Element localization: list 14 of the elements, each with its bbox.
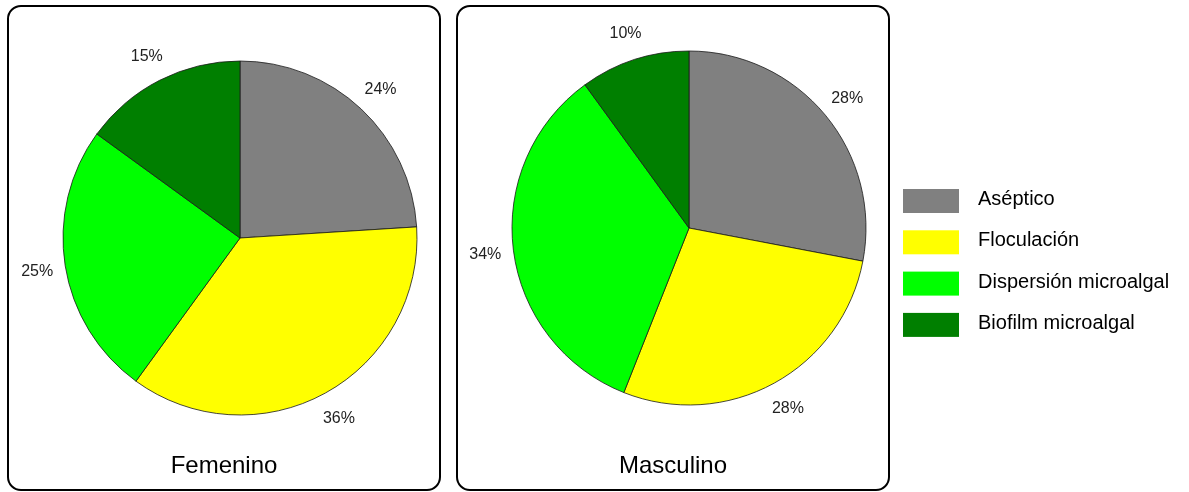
data-label: 36% [322, 409, 355, 427]
legend-label: Aséptico [978, 187, 1055, 209]
legend-label: Floculación [978, 228, 1080, 251]
data-label: 15% [130, 46, 163, 64]
slice-label: Masculino [618, 451, 728, 478]
legend-label: Dispersión microalgal [978, 269, 1170, 292]
data-label: 34% [469, 245, 502, 263]
data-label: 10% [609, 24, 642, 42]
legend-label: Biofilm microalgal [978, 310, 1135, 333]
data-label: 28% [771, 399, 804, 417]
data-label: 28% [831, 88, 864, 106]
data-label: 24% [364, 79, 397, 97]
data-label: 25% [21, 261, 54, 279]
slice-label: Femenino [170, 451, 278, 478]
